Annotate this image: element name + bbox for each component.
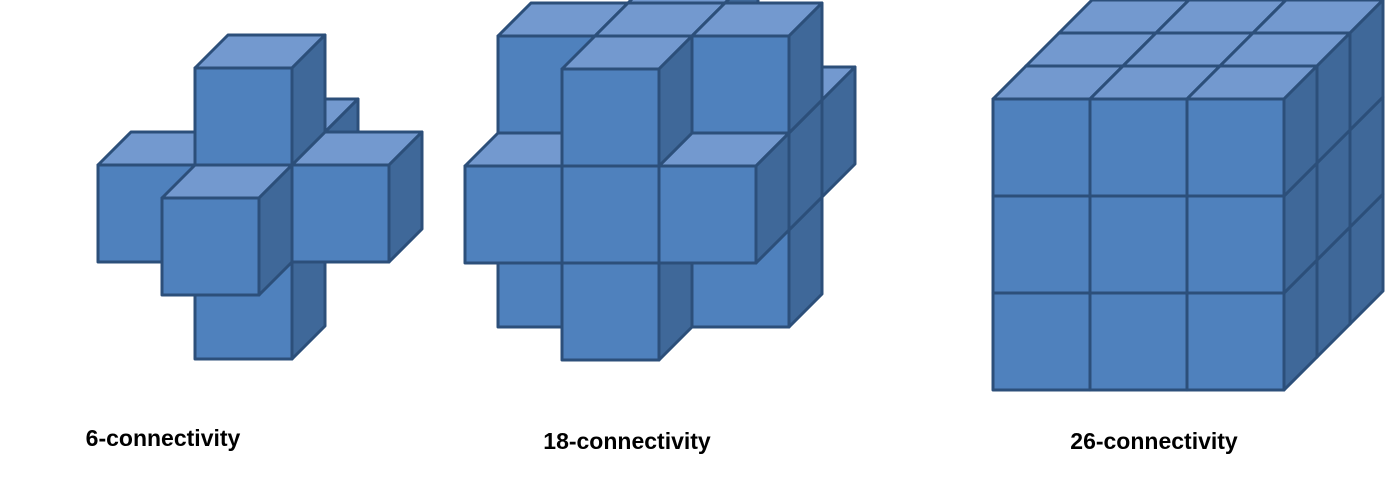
eighteen-connectivity-figure <box>463 0 857 362</box>
voxel-cube <box>290 130 424 264</box>
twenty-six-connectivity-caption: 26-connectivity <box>1070 428 1238 454</box>
voxel-cube <box>690 1 824 135</box>
voxel-cube <box>1185 64 1319 198</box>
voxel-cube <box>560 34 694 168</box>
eighteen-connectivity-caption: 18-connectivity <box>543 428 711 454</box>
voxel-cube <box>160 163 294 297</box>
twenty-six-connectivity-figure <box>991 0 1385 392</box>
six-connectivity-figure <box>96 33 424 361</box>
six-connectivity-caption: 6-connectivity <box>85 425 241 451</box>
voxel-cube <box>657 131 791 265</box>
voxel-cube <box>193 33 327 167</box>
